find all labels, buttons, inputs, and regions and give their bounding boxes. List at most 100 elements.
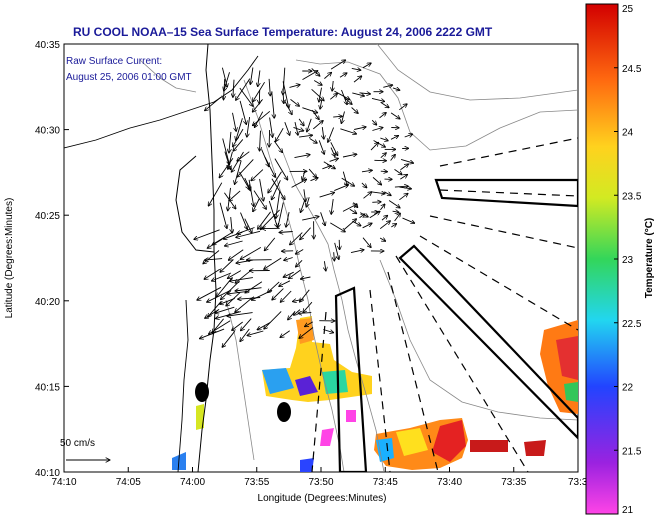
current-vector bbox=[228, 249, 244, 261]
current-vector bbox=[322, 127, 324, 139]
sst-patch-south-red bbox=[432, 420, 466, 462]
annotation-line-2: August 25, 2006 01:00 GMT bbox=[66, 72, 192, 83]
current-vector bbox=[291, 179, 307, 188]
current-vector bbox=[350, 250, 364, 254]
colorbar-ticks: 21 21.5 22 22.5 23 23.5 24 24.5 25 bbox=[614, 3, 642, 516]
current-vector bbox=[284, 258, 293, 261]
current-vector bbox=[274, 158, 288, 181]
current-vector bbox=[293, 126, 304, 131]
current-vector bbox=[400, 158, 414, 163]
x-axis-label: Longitude (Degrees:Minutes) bbox=[258, 493, 387, 504]
current-vector bbox=[328, 127, 335, 143]
current-vector bbox=[278, 202, 284, 228]
current-vector bbox=[306, 197, 310, 207]
x-tick-label: 74:10 bbox=[51, 477, 76, 488]
current-vector bbox=[361, 182, 367, 188]
current-vector bbox=[273, 140, 282, 153]
current-vector bbox=[331, 199, 333, 214]
current-vector bbox=[313, 121, 323, 130]
current-vector bbox=[323, 329, 333, 333]
current-vectors bbox=[194, 60, 415, 347]
current-vector bbox=[227, 312, 253, 317]
current-vector bbox=[342, 204, 357, 212]
current-vector bbox=[334, 90, 350, 100]
current-vector bbox=[379, 113, 387, 119]
current-vector bbox=[319, 192, 335, 198]
current-vector bbox=[324, 72, 331, 79]
y-tick-label: 40:15 bbox=[35, 382, 60, 393]
x-tick-label: 73:35 bbox=[501, 477, 526, 488]
current-vector bbox=[250, 67, 254, 85]
current-vector bbox=[224, 240, 243, 246]
current-vector bbox=[253, 190, 266, 210]
current-vector bbox=[302, 107, 317, 113]
current-vector bbox=[236, 78, 251, 101]
current-vector bbox=[268, 200, 277, 228]
current-vector bbox=[298, 313, 312, 314]
current-vector bbox=[372, 127, 383, 131]
current-vector bbox=[269, 129, 270, 147]
current-vector bbox=[300, 199, 306, 213]
current-vector bbox=[207, 238, 223, 248]
current-vector bbox=[334, 252, 335, 261]
sst-patch-coast5 bbox=[346, 410, 356, 422]
current-vector bbox=[288, 269, 301, 278]
inner-coast bbox=[177, 299, 189, 472]
current-vector bbox=[290, 232, 303, 245]
x-tick-label: 73:50 bbox=[308, 477, 333, 488]
current-vector bbox=[362, 63, 371, 69]
colorbar-tick-label: 22.5 bbox=[622, 319, 642, 330]
current-vector bbox=[253, 198, 260, 212]
current-vector bbox=[222, 330, 236, 347]
current-vector bbox=[318, 140, 324, 154]
current-vector bbox=[251, 289, 273, 300]
current-vector bbox=[279, 280, 291, 287]
current-vector bbox=[392, 88, 400, 90]
current-vector bbox=[237, 151, 250, 161]
colorbar-label: Temperature (°C) bbox=[644, 218, 655, 299]
current-vector bbox=[267, 281, 280, 293]
current-vector bbox=[351, 68, 361, 70]
current-vector bbox=[211, 272, 232, 281]
current-vector bbox=[269, 117, 273, 138]
current-vector bbox=[300, 277, 311, 279]
current-vector bbox=[241, 318, 252, 331]
current-vector bbox=[302, 71, 318, 80]
y-tick-label: 40:25 bbox=[35, 211, 60, 222]
current-vector bbox=[299, 327, 314, 339]
scale-label: 50 cm/s bbox=[60, 438, 95, 449]
current-vector bbox=[208, 182, 223, 206]
current-vector bbox=[280, 290, 292, 302]
current-vector bbox=[300, 227, 311, 240]
x-tick-label: 73:45 bbox=[373, 477, 398, 488]
colorbar-tick-label: 24 bbox=[622, 128, 634, 139]
current-vector bbox=[292, 299, 304, 302]
current-vector bbox=[381, 215, 388, 221]
x-tick-label: 73:40 bbox=[437, 477, 462, 488]
current-vector bbox=[342, 171, 347, 186]
current-vector bbox=[240, 212, 248, 230]
current-vector bbox=[258, 70, 260, 86]
current-vector bbox=[294, 155, 311, 159]
current-vector bbox=[322, 166, 331, 170]
current-vector bbox=[232, 112, 237, 132]
current-vector bbox=[379, 221, 390, 230]
current-vector bbox=[248, 179, 254, 207]
x-tick-label: 73:55 bbox=[244, 477, 269, 488]
current-vector bbox=[302, 216, 319, 221]
current-vector bbox=[264, 311, 282, 329]
current-vector bbox=[280, 330, 290, 338]
current-vector bbox=[231, 217, 233, 233]
x-tick-label: 74:05 bbox=[116, 477, 141, 488]
current-vector bbox=[295, 249, 304, 255]
current-vector bbox=[228, 151, 233, 170]
current-vector bbox=[330, 142, 338, 155]
colorbar-tick-label: 22 bbox=[622, 383, 634, 394]
y-tick-label: 40:35 bbox=[35, 40, 60, 51]
x-tick-label: 74:00 bbox=[180, 477, 205, 488]
current-vector bbox=[399, 187, 411, 189]
current-vector bbox=[290, 99, 300, 106]
y-tick-label: 40:30 bbox=[35, 126, 60, 137]
current-vector bbox=[394, 169, 403, 174]
current-vector bbox=[235, 296, 253, 312]
